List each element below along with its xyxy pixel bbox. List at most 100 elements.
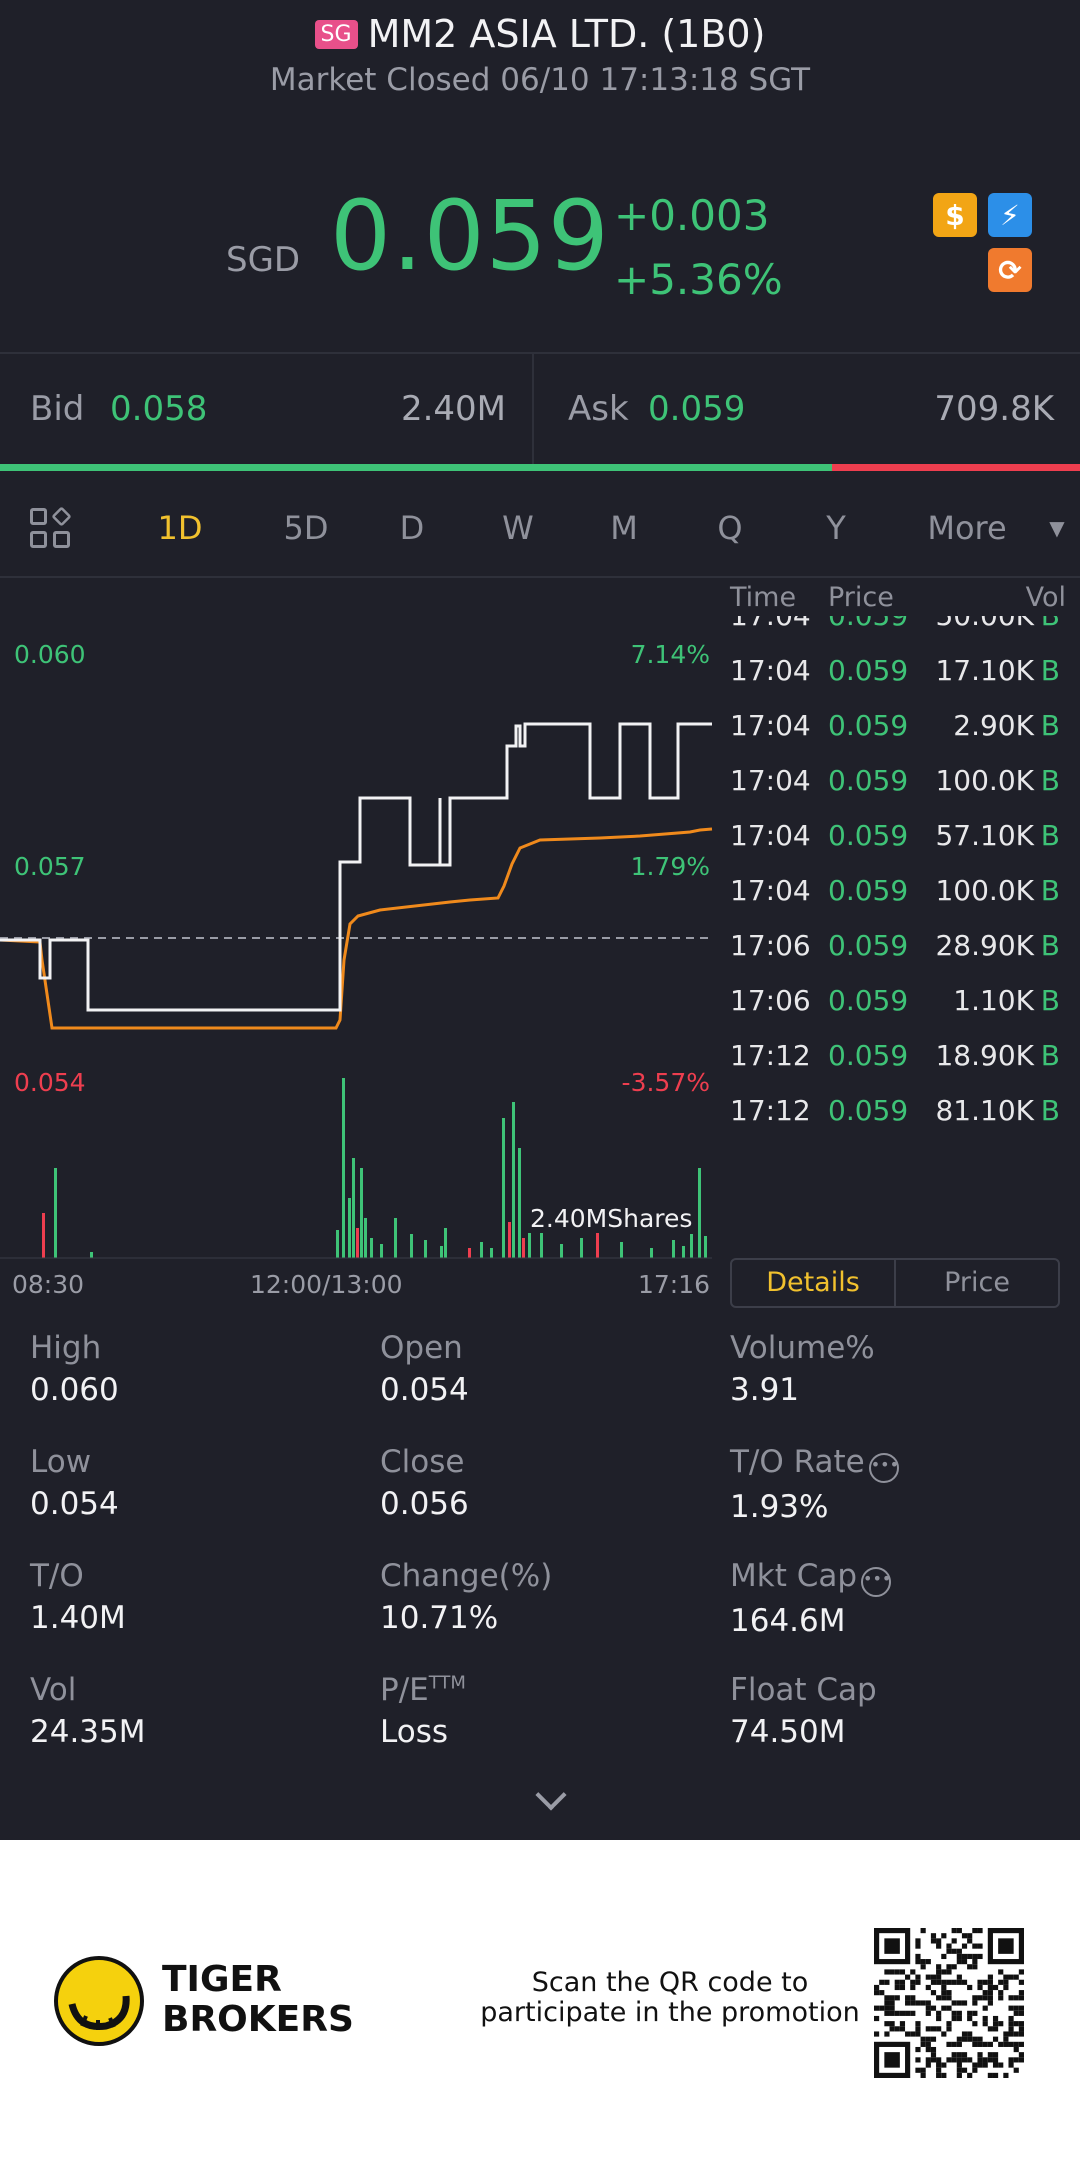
- stat-volume-pct: Volume% 3.91: [730, 1330, 875, 1408]
- trade-price: 0.059: [828, 1039, 909, 1072]
- pct-axis-high: 7.14%: [630, 640, 710, 669]
- tab-5d[interactable]: 5D: [283, 509, 329, 547]
- volume-bar: [502, 1118, 505, 1258]
- tab-w[interactable]: W: [502, 509, 534, 547]
- trade-side: B: [1040, 709, 1060, 742]
- promo-line-2: participate in the promotion: [480, 1997, 860, 2028]
- stat-label: T/O Rate: [730, 1444, 865, 1480]
- promo-banner: TIGER BROKERS Scan the QR code to partic…: [0, 1840, 1080, 2158]
- cycle-icon[interactable]: ⟳: [988, 248, 1032, 292]
- stat-value: 24.35M: [30, 1714, 146, 1750]
- stat-label-sup: TTM: [428, 1672, 466, 1694]
- brand-line-1: TIGER: [162, 1959, 282, 2000]
- trade-side: B: [1040, 764, 1060, 797]
- trade-volume: 1.10K: [953, 984, 1034, 1017]
- volume-bar: [508, 1222, 511, 1258]
- change-value: +0.003: [614, 191, 770, 240]
- layout-grid-icon[interactable]: [30, 506, 72, 550]
- ask-cell: Ask 0.059 709.8K: [534, 354, 1080, 464]
- trade-time: 17:06: [730, 984, 811, 1017]
- divider: [0, 576, 1080, 578]
- trade-volume: 17.10K: [935, 654, 1034, 687]
- dollar-icon[interactable]: $: [933, 193, 977, 237]
- bid-cell: Bid 0.058 2.40M: [0, 354, 532, 464]
- flash-icon[interactable]: ⚡: [988, 193, 1032, 237]
- details-tab[interactable]: Details: [732, 1260, 896, 1306]
- trades-header: Time Price Vol: [728, 580, 1080, 620]
- trade-time: 17:04: [730, 764, 811, 797]
- trade-price: 0.059: [828, 709, 909, 742]
- col-time: Time: [730, 582, 797, 613]
- stat-low: Low 0.054: [30, 1444, 119, 1522]
- trade-time: 17:04: [730, 819, 811, 852]
- app-screen: [0, 0, 1080, 1840]
- info-icon[interactable]: •••: [868, 1453, 899, 1483]
- volume-bar: [370, 1238, 373, 1258]
- stat-label: Change(%): [380, 1558, 553, 1594]
- trade-row: 17:04 0.059 100.0K B: [728, 753, 1060, 808]
- trade-volume: 81.10K: [935, 1094, 1034, 1127]
- currency-label: SGD: [226, 240, 301, 280]
- trades-list[interactable]: 17:040.05950.00KB17:040.05917.10KB17:040…: [728, 616, 1080, 1136]
- volume-bar: [512, 1102, 515, 1258]
- price-tab[interactable]: Price: [944, 1267, 1010, 1298]
- volume-bar: [682, 1246, 685, 1258]
- tab-y[interactable]: Y: [826, 509, 846, 547]
- trade-price: 0.059: [828, 1094, 909, 1127]
- volume-bar: [560, 1244, 563, 1258]
- more-dropdown-icon[interactable]: ▼: [1049, 516, 1065, 540]
- trade-row: 17:04 0.059 2.90K B: [728, 698, 1060, 753]
- volume-bar: [480, 1242, 483, 1258]
- brand-name: TIGER BROKERS: [162, 1960, 354, 2040]
- trade-time: 17:06: [730, 929, 811, 962]
- bid-ratio-bar: [0, 464, 832, 471]
- tab-d[interactable]: D: [399, 509, 425, 547]
- ask-price: 0.059: [648, 389, 746, 429]
- volume-bar: [540, 1232, 543, 1258]
- stat-open: Open 0.054: [380, 1330, 469, 1408]
- volume-bar: [336, 1230, 339, 1258]
- trade-row: 17:06 0.059 1.10K B: [728, 973, 1060, 1028]
- stat-label: Volume%: [730, 1330, 875, 1366]
- trade-volume: 57.10K: [935, 819, 1034, 852]
- trade-volume: 100.0K: [935, 874, 1034, 907]
- volume-label: 2.40MShares: [526, 1204, 697, 1233]
- trade-row: 17:12 0.059 18.90K B: [728, 1028, 1060, 1083]
- stat-label: Close: [380, 1444, 465, 1480]
- ask-size: 709.8K: [934, 389, 1054, 429]
- volume-bar: [518, 1148, 521, 1258]
- time-axis-mid: 12:00/13:00: [250, 1270, 403, 1299]
- stat-value: 3.91: [730, 1372, 800, 1408]
- intraday-chart[interactable]: 0.060 0.057 0.054 7.14% 1.79% -3.57% 2.4…: [0, 580, 726, 1299]
- trade-volume: 18.90K: [935, 1039, 1034, 1072]
- brand-line-2: BROKERS: [162, 1999, 354, 2040]
- trade-time: 17:04: [730, 654, 811, 687]
- info-icon[interactable]: •••: [861, 1567, 891, 1597]
- trade-time: 17:12: [730, 1039, 811, 1072]
- volume-bar: [90, 1252, 93, 1258]
- stat-value: 1.40M: [30, 1600, 126, 1636]
- volume-bar: [394, 1218, 397, 1258]
- change-percent: +5.36%: [614, 255, 783, 304]
- trade-row: 17:12 0.059 81.10K B: [728, 1083, 1060, 1136]
- trade-side: B: [1040, 654, 1060, 687]
- volume-bar: [698, 1168, 701, 1258]
- volume-bar: [356, 1228, 359, 1258]
- trade-volume: 28.90K: [935, 929, 1034, 962]
- price-axis-low: 0.054: [14, 1068, 86, 1097]
- stat-value: 10.71%: [380, 1600, 499, 1636]
- volume-bar: [342, 1078, 345, 1258]
- tab-1d[interactable]: 1D: [157, 509, 203, 547]
- trade-price: 0.059: [828, 984, 909, 1017]
- tab-m[interactable]: M: [610, 509, 638, 547]
- volume-bars: [42, 1078, 707, 1258]
- avg-price-line: [0, 827, 713, 1030]
- tab-more[interactable]: More: [927, 509, 1007, 547]
- stock-title: SG MM2 ASIA LTD. (1B0): [0, 12, 1080, 56]
- time-axis-start: 08:30: [12, 1270, 85, 1299]
- tab-q[interactable]: Q: [717, 509, 743, 547]
- qr-code[interactable]: [874, 1928, 1024, 2078]
- stat-value: 74.50M: [730, 1714, 846, 1750]
- trade-side: B: [1040, 984, 1060, 1017]
- stat-value: 0.054: [30, 1486, 119, 1522]
